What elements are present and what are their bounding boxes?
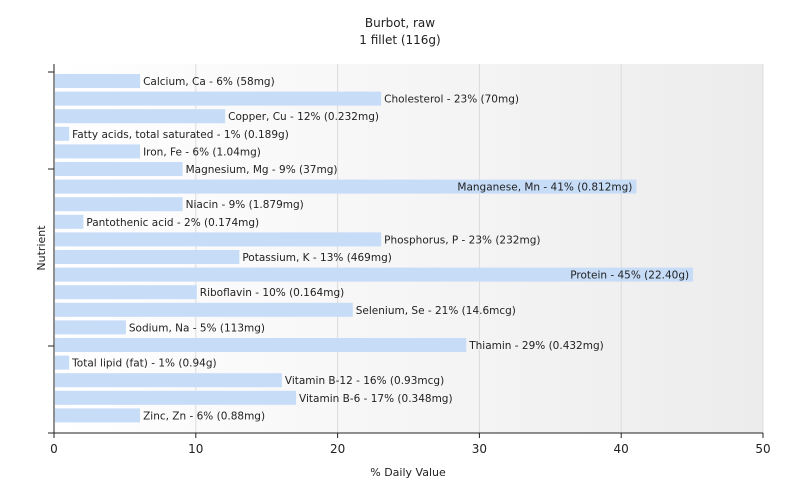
bar (55, 285, 197, 300)
bar-label: Niacin - 9% (1.879mg) (186, 199, 304, 211)
bar-label: Zinc, Zn - 6% (0.88mg) (143, 410, 265, 422)
x-axis-label: % Daily Value (370, 466, 446, 479)
bar (55, 179, 637, 194)
chart-subtitle: 1 fillet (116g) (359, 33, 440, 47)
bar-label: Calcium, Ca - 6% (58mg) (143, 76, 275, 88)
bar-label: Protein - 45% (22.40g) (570, 270, 689, 282)
x-tick-label: 50 (755, 442, 770, 456)
bar (55, 390, 297, 405)
bar-label: Fatty acids, total saturated - 1% (0.189… (72, 129, 289, 141)
bar (55, 338, 467, 352)
plot-area (54, 64, 763, 433)
bar (55, 408, 141, 423)
bar (55, 232, 382, 247)
bar-label: Manganese, Mn - 41% (0.812mg) (457, 182, 632, 194)
chart-title: Burbot, raw (365, 16, 435, 30)
x-tick-label: 40 (614, 442, 629, 456)
bar (55, 355, 70, 370)
bar (55, 197, 183, 212)
bar-label: Selenium, Se - 21% (14.6mcg) (356, 305, 516, 317)
bar-label: Potassium, K - 13% (469mg) (242, 252, 392, 264)
bar (55, 250, 240, 264)
bars: Calcium, Ca - 6% (58mg) Cholesterol - 23%… (55, 74, 694, 423)
bar (55, 302, 353, 317)
x-tick-label: 20 (330, 442, 345, 456)
bar (55, 320, 126, 335)
bar (55, 267, 694, 282)
bar (55, 91, 382, 106)
bar (55, 162, 183, 176)
axes: 0 10 20 30 40 50 (48, 64, 771, 456)
bar-label: Riboflavin - 10% (0.164mg) (200, 287, 344, 299)
bar-label: Sodium, Na - 5% (113mg) (129, 322, 265, 334)
y-axis-label: Nutrient (35, 225, 48, 271)
bar-label: Iron, Fe - 6% (1.04mg) (143, 146, 261, 158)
x-tick-label: 0 (50, 442, 58, 456)
bar-label: Magnesium, Mg - 9% (37mg) (186, 164, 338, 176)
x-tick-label: 10 (188, 442, 203, 456)
bar-label: Vitamin B-12 - 16% (0.93mcg) (285, 375, 444, 387)
bar (55, 373, 282, 388)
bar-label: Pantothenic acid - 2% (0.174mg) (86, 217, 259, 229)
grid-lines (195, 64, 764, 433)
bar (55, 126, 70, 141)
bar-label: Phosphorus, P - 23% (232mg) (384, 234, 540, 246)
bar (55, 109, 226, 124)
bar-label: Copper, Cu - 12% (0.232mg) (228, 111, 379, 123)
bar-label: Total lipid (fat) - 1% (0.94g) (71, 358, 216, 370)
bar (55, 144, 141, 159)
bar-label: Cholesterol - 23% (70mg) (384, 94, 519, 106)
bar-label: Thiamin - 29% (0.432mg) (468, 340, 604, 352)
bar (55, 214, 84, 229)
bar-label: Vitamin B-6 - 17% (0.348mg) (299, 393, 453, 405)
bar (55, 74, 141, 88)
x-tick-label: 30 (472, 442, 487, 456)
